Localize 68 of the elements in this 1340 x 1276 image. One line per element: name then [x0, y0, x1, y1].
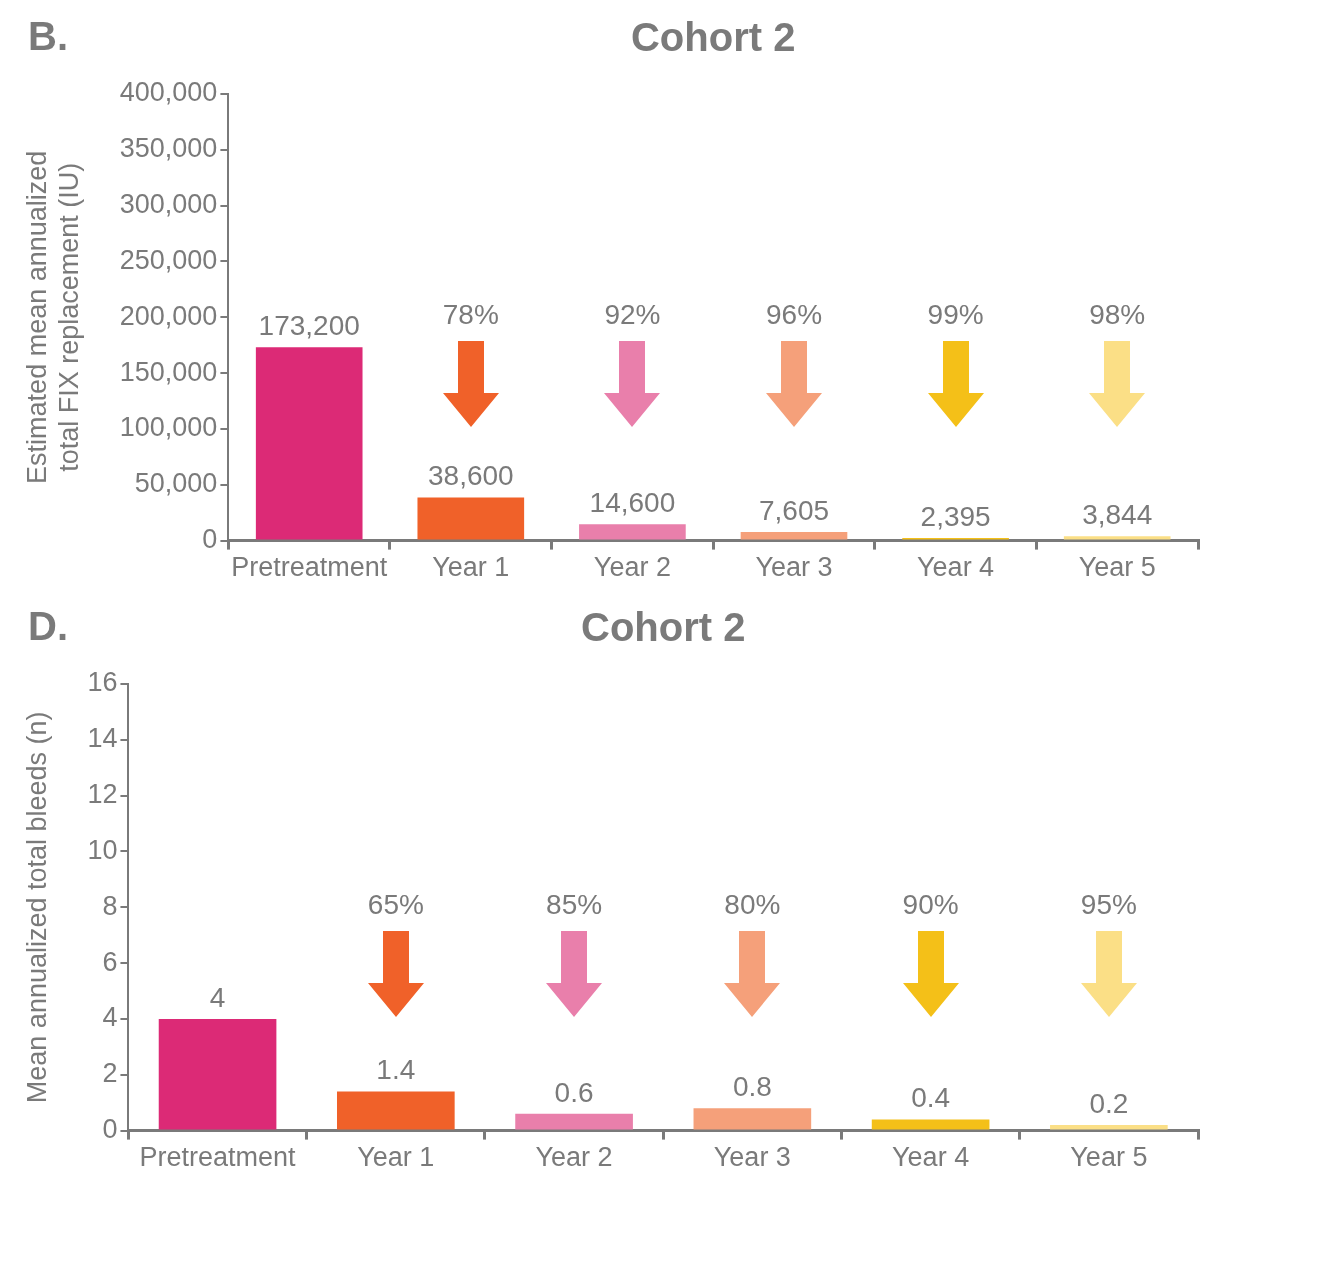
annotation: 98% — [1089, 299, 1146, 331]
data-label: 173,200 — [258, 309, 360, 341]
data-label: 38,600 — [427, 460, 514, 492]
bar — [255, 347, 363, 540]
x-tick-label: Year 4 — [892, 1142, 970, 1173]
x-tick-label: Year 5 — [1078, 552, 1156, 583]
bar — [1050, 1125, 1168, 1130]
data-label: 0.2 — [1089, 1087, 1129, 1119]
y-tick-label: 8 — [102, 890, 118, 921]
data-label: 0.6 — [554, 1076, 594, 1108]
y-tick-label: 0 — [202, 524, 218, 555]
bar — [515, 1113, 633, 1130]
y-tick-label: 200,000 — [119, 300, 218, 331]
x-tick-label: Year 5 — [1070, 1142, 1148, 1173]
data-label: 0.4 — [911, 1082, 951, 1114]
data-label: 7,605 — [758, 494, 830, 526]
annotation: 90% — [902, 889, 959, 921]
chart-title: Cohort 2 — [630, 15, 796, 60]
data-label: 1.4 — [376, 1054, 416, 1086]
y-tick-label: 400,000 — [119, 77, 218, 108]
text: B. — [28, 14, 68, 59]
y-tick-label: 0 — [102, 1114, 118, 1145]
y-tick-label: 100,000 — [119, 412, 218, 443]
data-label: 3,844 — [1082, 499, 1153, 531]
x-tick-label: Year 4 — [917, 552, 995, 583]
bar — [740, 532, 848, 540]
x-tick-label: Year 3 — [755, 552, 833, 583]
x-tick-label: Year 1 — [432, 552, 510, 583]
y-tick-label: 350,000 — [119, 133, 218, 164]
x-tick-label: Pretreatment — [231, 552, 388, 583]
x-tick-label: Year 2 — [535, 1142, 613, 1173]
annotation: 78% — [442, 299, 499, 331]
annotation: 65% — [367, 889, 424, 921]
y-tick-label: 14 — [87, 723, 118, 754]
y-tick-label: 4 — [102, 1002, 118, 1033]
y-tick-label: 2 — [102, 1058, 118, 1089]
bar — [693, 1108, 812, 1130]
x-tick-label: Year 1 — [357, 1142, 435, 1173]
y-axis-title: Mean annualized total bleeds (n) — [21, 711, 52, 1104]
bar — [337, 1091, 455, 1130]
y-tick-label: 150,000 — [119, 356, 218, 387]
annotation: 96% — [765, 299, 823, 331]
data-label: 2,395 — [920, 500, 991, 532]
y-tick-label: 250,000 — [119, 244, 218, 275]
chart-title: Cohort 2 — [581, 605, 746, 650]
annotation: 92% — [604, 299, 661, 331]
bar — [871, 1119, 990, 1130]
y-axis-title: Estimated mean annualized total FIX replacement (IU) — [21, 150, 85, 484]
y-tick-label: 12 — [87, 779, 118, 810]
data-label: 14,600 — [589, 487, 676, 519]
bar — [1063, 536, 1171, 540]
annotation: 85% — [546, 889, 603, 921]
data-label: 0.8 — [732, 1070, 772, 1102]
annotation: 99% — [927, 299, 984, 331]
annotation: 80% — [724, 889, 781, 921]
bar — [579, 524, 686, 540]
x-tick-label: Year 2 — [593, 552, 671, 583]
y-tick-label: 16 — [87, 667, 118, 698]
text: D. — [28, 604, 68, 649]
annotation: 95% — [1080, 889, 1137, 921]
y-tick-label: 300,000 — [119, 189, 218, 220]
x-tick-label: Pretreatment — [139, 1142, 297, 1173]
x-tick-label: Year 3 — [713, 1142, 791, 1173]
y-tick-label: 6 — [102, 946, 118, 977]
bar — [158, 1018, 277, 1130]
bar — [417, 497, 525, 540]
y-tick-label: 10 — [87, 834, 118, 865]
y-tick-label: 50,000 — [134, 468, 218, 499]
